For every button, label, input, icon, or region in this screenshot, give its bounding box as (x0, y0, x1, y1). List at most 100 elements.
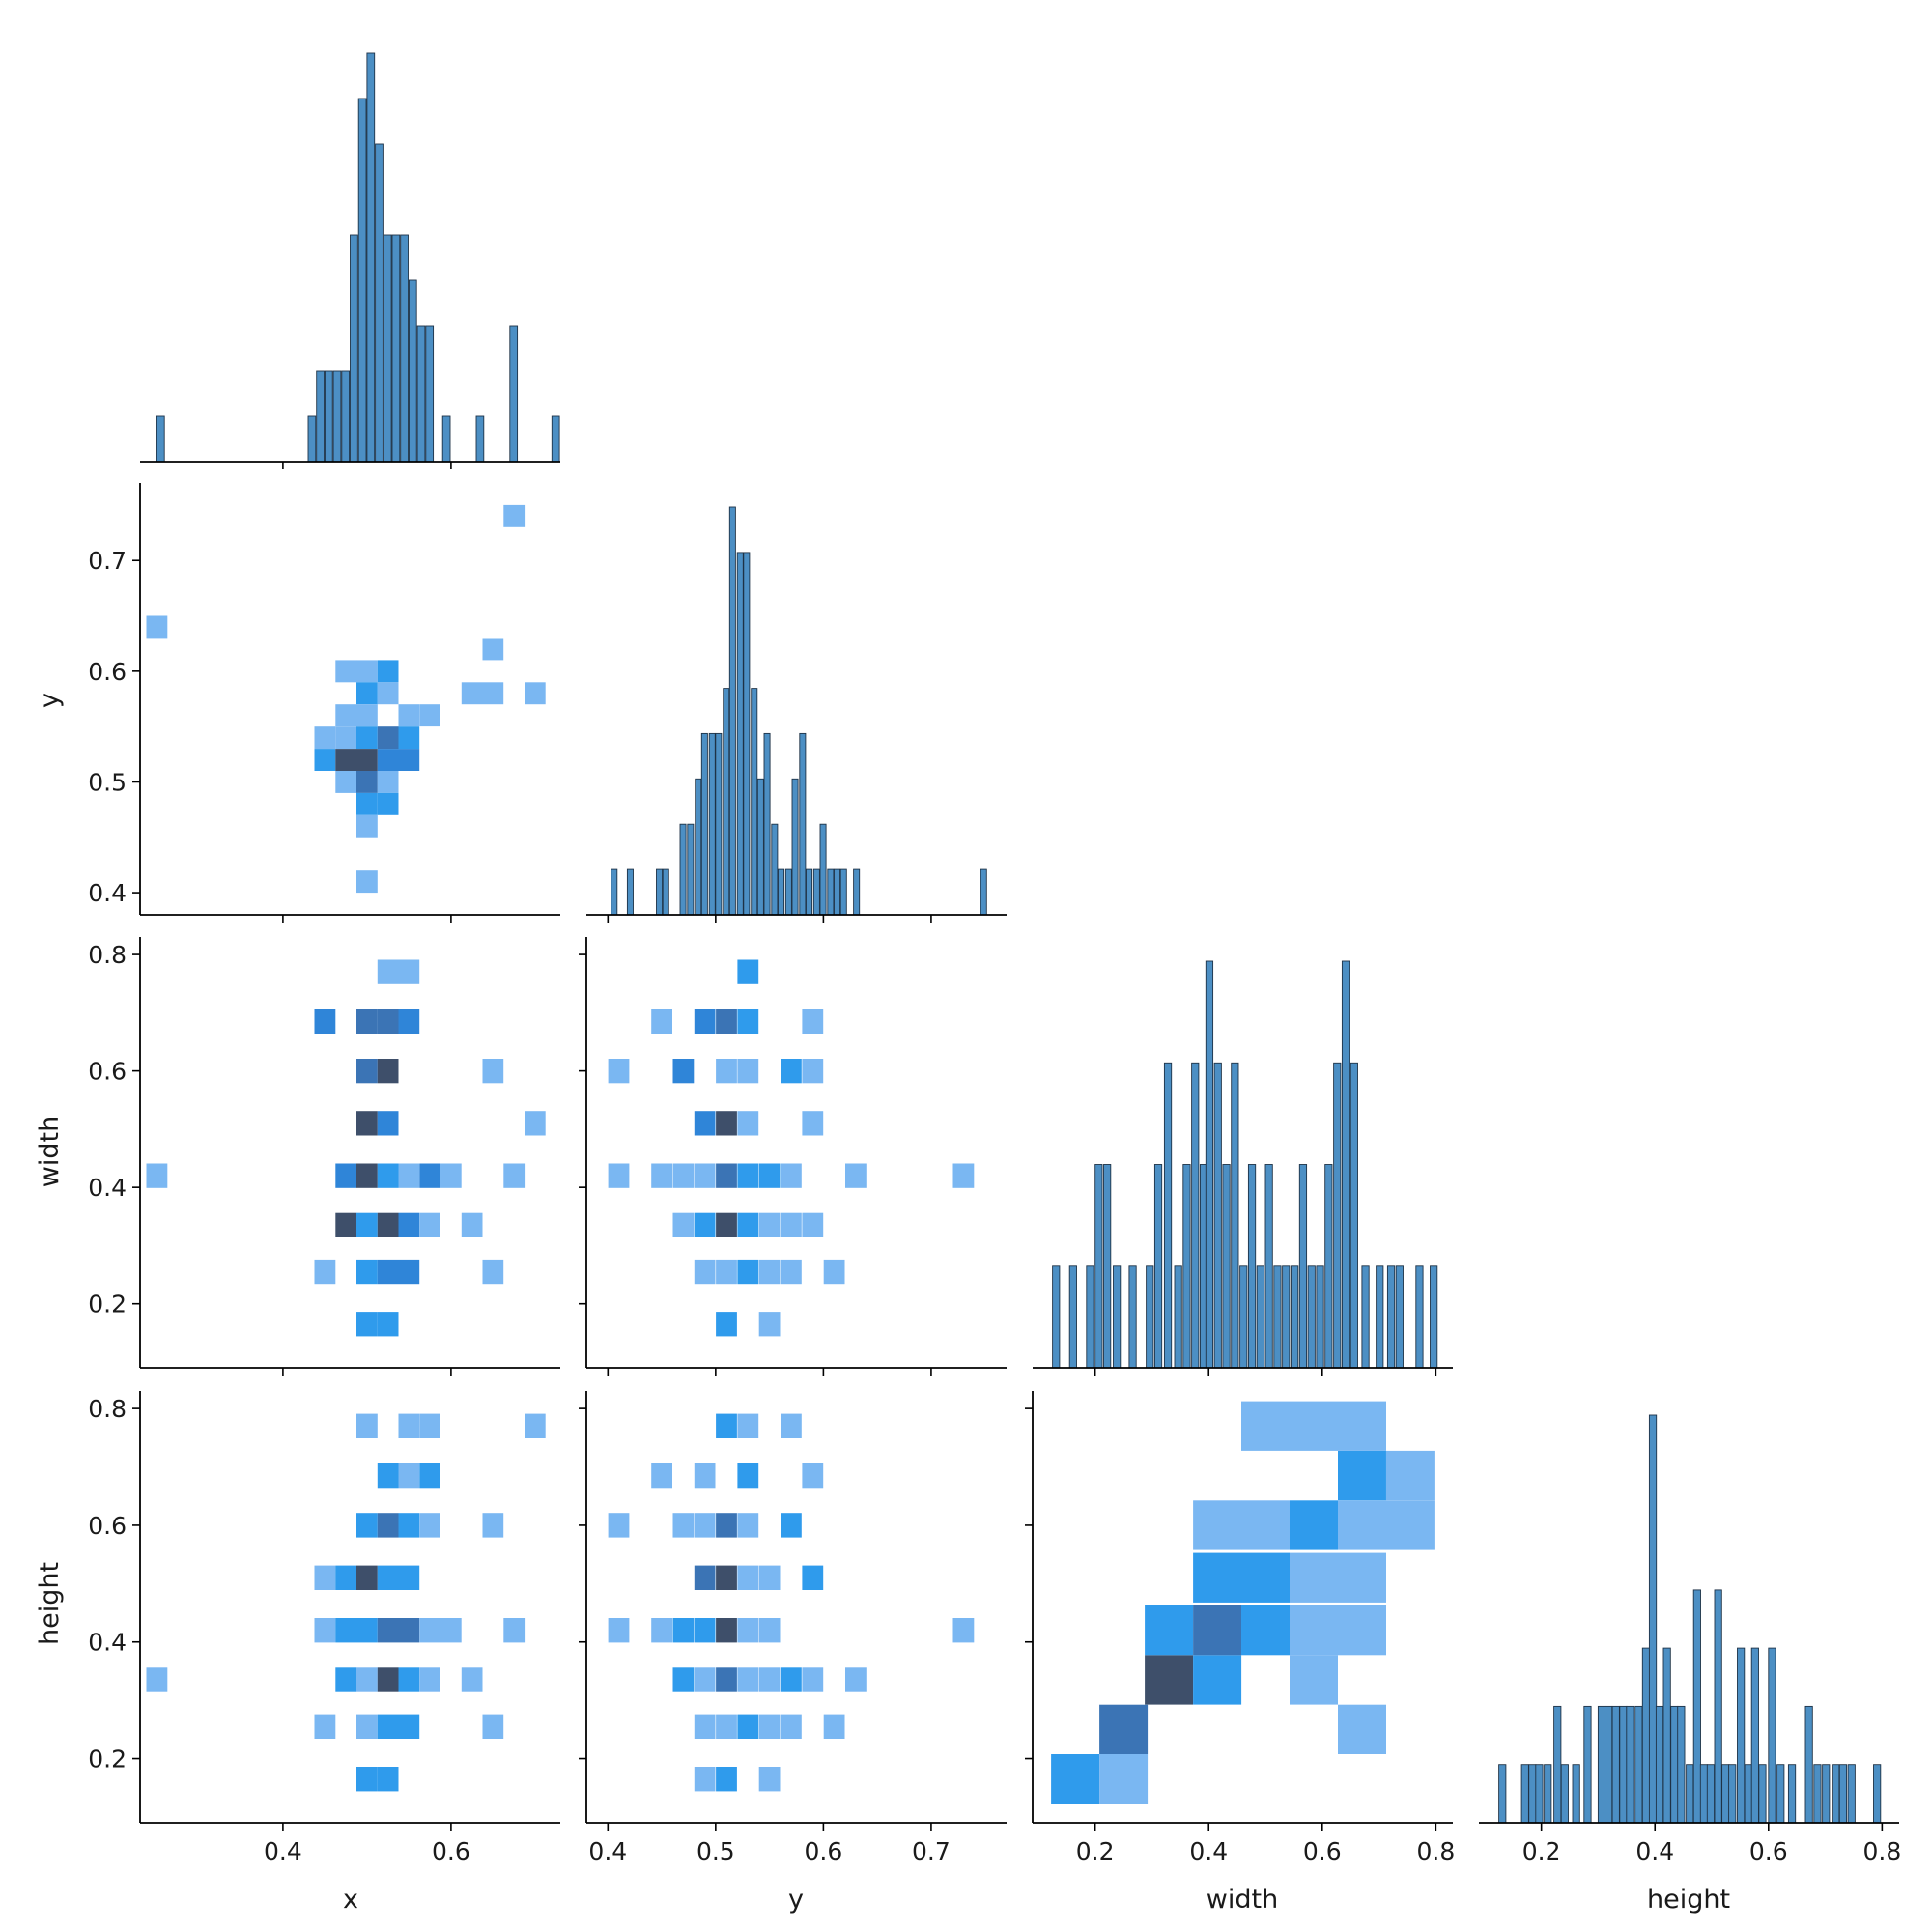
hist-bar-width (1307, 1265, 1316, 1369)
heatmap-cell-x-height (377, 1513, 399, 1538)
heatmap-cell-x-y (398, 704, 420, 727)
heatmap-cell-x-y (314, 726, 336, 750)
heatmap-cell-x-y (356, 792, 378, 815)
y-axis-title-width: width (35, 1116, 65, 1187)
y-tick-label-y: 0.6 (88, 658, 127, 686)
x-axis-title-x: x (343, 1885, 358, 1915)
heatmap-cell-x-width (482, 1059, 504, 1084)
heatmap-cell-x-height (398, 1565, 420, 1590)
x-tick-label-x: 0.6 (432, 1837, 470, 1865)
heatmap-cell-y-width (608, 1059, 630, 1084)
hist-bar-height (1648, 1414, 1658, 1824)
hist-bar-width (1146, 1265, 1154, 1369)
heatmap-cell-x-height (419, 1463, 440, 1489)
hist-bar-height (1822, 1764, 1831, 1824)
heatmap-cell-x-width (314, 1259, 336, 1285)
heatmap-cell-y-width (758, 1212, 781, 1237)
hist-bar-height (1670, 1705, 1679, 1824)
hist-bar-width (1291, 1265, 1299, 1369)
hist-bar-x (425, 325, 435, 463)
heatmap-cell-y-height (737, 1565, 759, 1590)
hist-bar-width (1052, 1265, 1061, 1369)
heatmap-cell-x-height (356, 1565, 378, 1590)
hist-bar-y (715, 732, 723, 916)
heatmap-cell-x-width (440, 1163, 462, 1188)
heatmap-cell-width-height (1290, 1605, 1338, 1656)
heatmap-cell-x-height (398, 1513, 420, 1538)
heatmap-cell-x-height (377, 1767, 399, 1792)
heatmap-cell-y-height (737, 1618, 759, 1643)
heatmap-cell-y-width (672, 1163, 695, 1188)
heatmap-cell-y-height (672, 1513, 695, 1538)
heatmap-cell-x-y (356, 660, 378, 683)
heatmap-cell-y-width (737, 1009, 759, 1034)
heatmap-cell-width-height (1338, 1605, 1386, 1656)
heatmap-cell-x-y (525, 682, 546, 705)
heatmap-cell-x-y (377, 749, 399, 771)
x-tick-label-height: 0.8 (1862, 1837, 1901, 1865)
hist-bar-y (778, 868, 785, 916)
hist-bar-height (1787, 1764, 1797, 1824)
hist-bar-width (1350, 1062, 1358, 1369)
heatmap-cell-y-width (608, 1163, 630, 1188)
heatmap-cell-width-height (1193, 1552, 1242, 1603)
heatmap-cell-y-height (716, 1413, 737, 1438)
hist-bar-width (1222, 1164, 1231, 1369)
heatmap-cell-x-height (356, 1618, 378, 1643)
heatmap-cell-x-y (482, 682, 504, 705)
heatmap-cell-x-y (398, 726, 420, 750)
heatmap-cell-x-y (335, 771, 357, 793)
heatmap-cell-width-height (1145, 1605, 1194, 1656)
heatmap-cell-y-height (694, 1565, 716, 1590)
heatmap-cell-x-width (356, 1212, 378, 1237)
heatmap-cell-x-height (398, 1463, 420, 1489)
hist-bar-height (1721, 1764, 1730, 1824)
heatmap-cell-x-height (503, 1618, 526, 1643)
hist-bar-height (1498, 1764, 1507, 1824)
heatmap-cell-x-y (314, 749, 336, 771)
heatmap-cell-y-height (952, 1618, 975, 1643)
heatmap-cell-x-y (482, 638, 504, 661)
hist-bar-width (1395, 1265, 1404, 1369)
heatmap-cell-y-width (823, 1259, 845, 1285)
hist-bar-height (1813, 1764, 1822, 1824)
hist-bar-y (799, 732, 807, 916)
heatmap-cell-y-width (694, 1163, 716, 1188)
heatmap-cell-width-height (1193, 1605, 1242, 1656)
hist-bar-width (1256, 1265, 1264, 1369)
x-tick-label-width: 0.4 (1189, 1837, 1228, 1865)
heatmap-cell-x-height (146, 1667, 168, 1692)
hist-bar-height (1706, 1764, 1716, 1824)
heatmap-cell-y-height (672, 1667, 695, 1692)
heatmap-cell-y-height (758, 1767, 781, 1792)
hist-bar-height (1804, 1705, 1813, 1824)
hist-bar-height (1634, 1705, 1643, 1824)
heatmap-cell-x-height (377, 1565, 399, 1590)
y-tick-label-height: 0.6 (88, 1512, 127, 1540)
heatmap-cell-x-y (356, 749, 378, 771)
heatmap-cell-x-y (377, 771, 399, 793)
heatmap-cell-width-height (1099, 1704, 1149, 1754)
heatmap-cell-x-height (525, 1413, 546, 1438)
hist-bar-height (1528, 1764, 1537, 1824)
heatmap-cell-x-height (419, 1618, 440, 1643)
hist-bar-height (1758, 1764, 1767, 1824)
hist-bar-height (1686, 1764, 1694, 1824)
hist-bar-height (1873, 1764, 1882, 1824)
heatmap-cell-y-width (758, 1259, 781, 1285)
hist-bar-height (1714, 1589, 1722, 1824)
heatmap-cell-y-width (781, 1212, 802, 1237)
hist-bar-y (679, 823, 687, 916)
hist-bar-x (324, 370, 333, 463)
heatmap-cell-y-width (781, 1259, 802, 1285)
hist-bar-height (1553, 1705, 1562, 1824)
hist-bar-width (1333, 1062, 1342, 1369)
hist-bar-x (307, 415, 317, 463)
heatmap-cell-width-height (1338, 1450, 1386, 1501)
hist-bar-width (1298, 1164, 1308, 1369)
x-axis-title-height: height (1647, 1885, 1730, 1915)
hist-bar-width (1182, 1164, 1191, 1369)
heatmap-cell-x-height (461, 1667, 483, 1692)
heatmap-cell-y-height (845, 1667, 867, 1692)
heatmap-cell-y-height (737, 1667, 759, 1692)
